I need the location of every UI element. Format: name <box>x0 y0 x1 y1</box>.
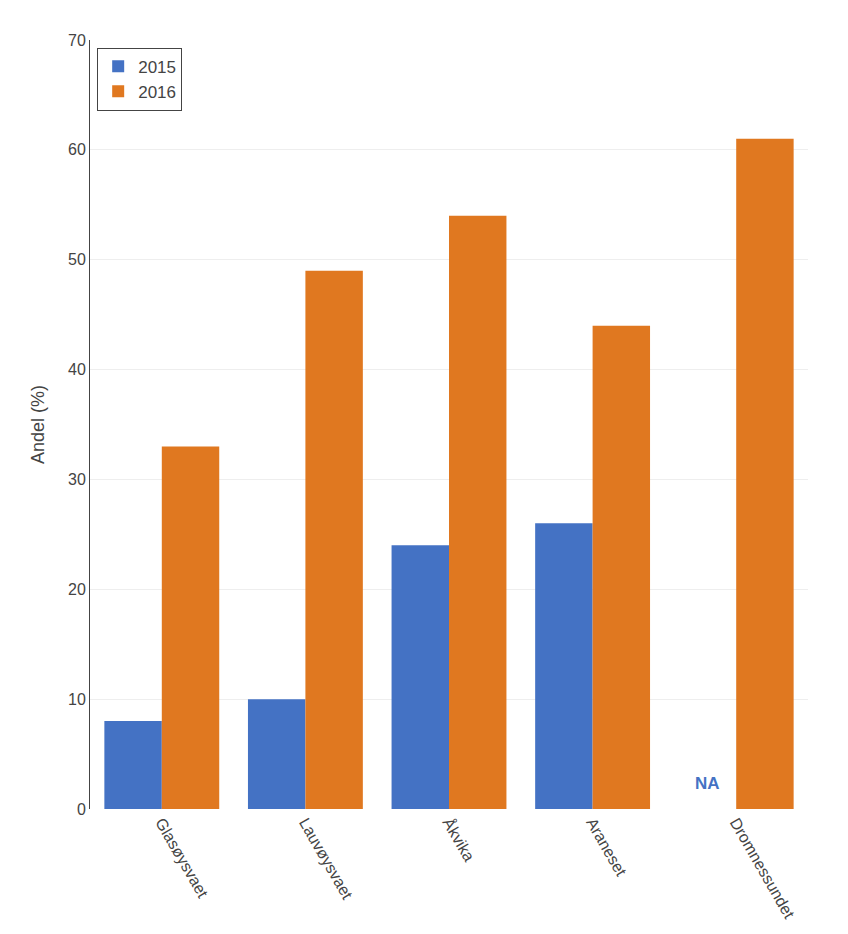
svg-text:0: 0 <box>77 801 86 818</box>
svg-text:Åkvika: Åkvika <box>439 815 478 865</box>
svg-text:NA: NA <box>695 774 720 793</box>
svg-text:60: 60 <box>68 141 86 158</box>
svg-text:50: 50 <box>68 251 86 268</box>
svg-text:10: 10 <box>68 691 86 708</box>
svg-text:Lauvøysvaet: Lauvøysvaet <box>296 815 356 903</box>
svg-text:30: 30 <box>68 471 86 488</box>
svg-text:2015: 2015 <box>138 58 176 77</box>
svg-text:Araneset: Araneset <box>583 815 630 879</box>
svg-text:20: 20 <box>68 581 86 598</box>
svg-text:Glasøysvaet: Glasøysvaet <box>152 815 211 901</box>
svg-text:40: 40 <box>68 361 86 378</box>
svg-text:70: 70 <box>68 32 86 49</box>
svg-text:Dromnessundet: Dromnessundet <box>727 815 798 922</box>
svg-text:Andel (%): Andel (%) <box>28 385 48 464</box>
svg-text:2016: 2016 <box>138 83 176 102</box>
